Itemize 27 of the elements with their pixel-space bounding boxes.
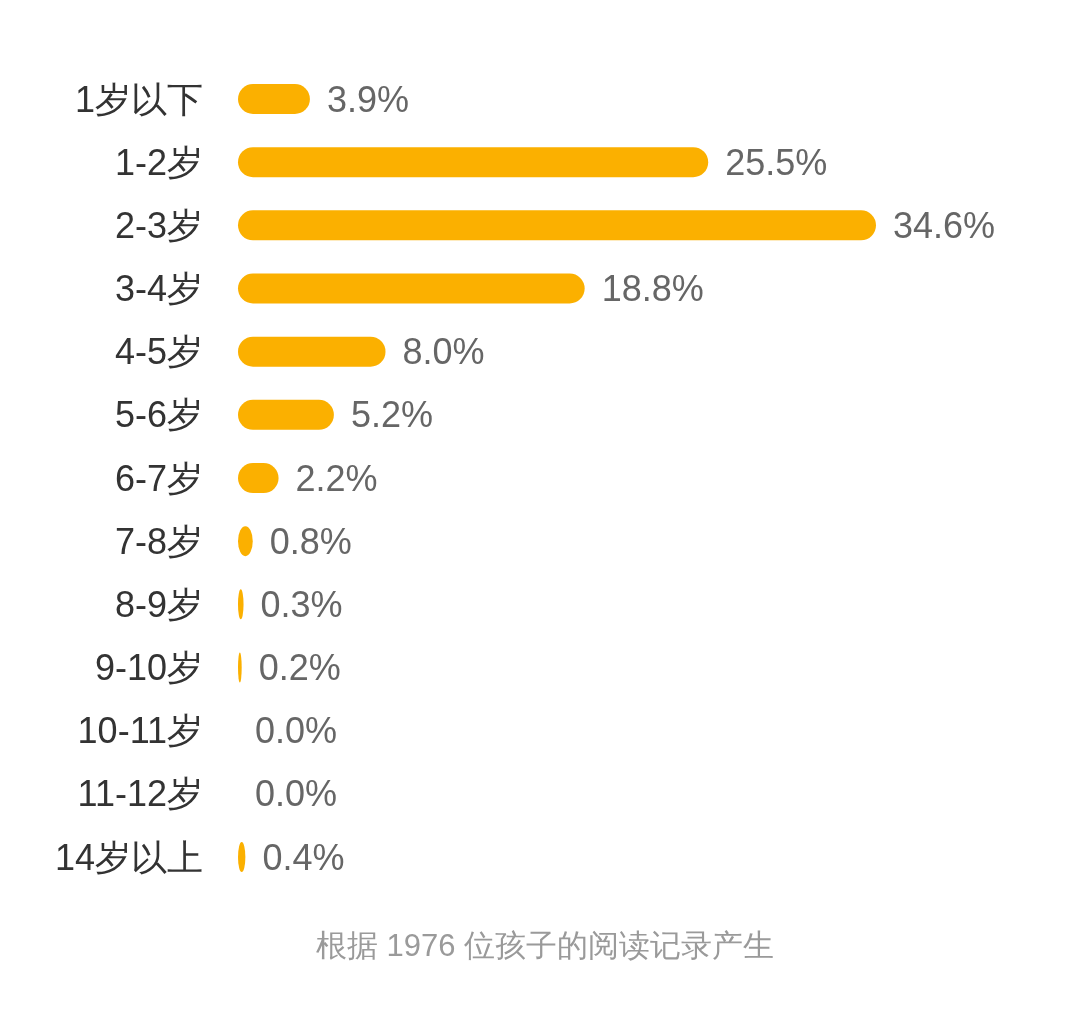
category-label: 1-2岁 (114, 141, 203, 183)
category-label: 2-3岁 (114, 204, 203, 246)
value-label: 18.8% (601, 268, 704, 309)
value-label: 5.2% (350, 394, 433, 436)
category-label: 5-6岁 (114, 394, 203, 436)
category-label: 8-9岁 (114, 583, 203, 625)
value-label: 0.4% (262, 836, 345, 878)
category-label: 3-4岁 (114, 268, 203, 309)
value-label: 34.6% (893, 204, 996, 246)
category-label: 7-8岁 (114, 520, 203, 562)
category-label: 11-12岁 (77, 773, 203, 815)
category-label: 1岁以下 (74, 78, 203, 120)
value-label: 0.2% (258, 647, 341, 689)
value-label: 2.2% (295, 457, 378, 499)
category-label: 6-7岁 (114, 457, 203, 499)
value-label: 25.5% (725, 141, 828, 183)
category-label: 9-10岁 (94, 647, 203, 689)
category-label: 14岁以上 (54, 836, 203, 878)
annotation: 根据 1976 位孩子的阅读记录产生 (315, 927, 775, 963)
value-label: 0.0% (255, 710, 338, 752)
value-label: 3.9% (326, 78, 409, 120)
category-label: 10-11岁 (77, 710, 203, 752)
value-label: 8.0% (402, 331, 485, 373)
category-label: 4-5岁 (114, 331, 203, 373)
value-label: 0.8% (269, 520, 352, 562)
value-label: 0.3% (260, 583, 343, 625)
value-label: 0.0% (255, 773, 338, 815)
